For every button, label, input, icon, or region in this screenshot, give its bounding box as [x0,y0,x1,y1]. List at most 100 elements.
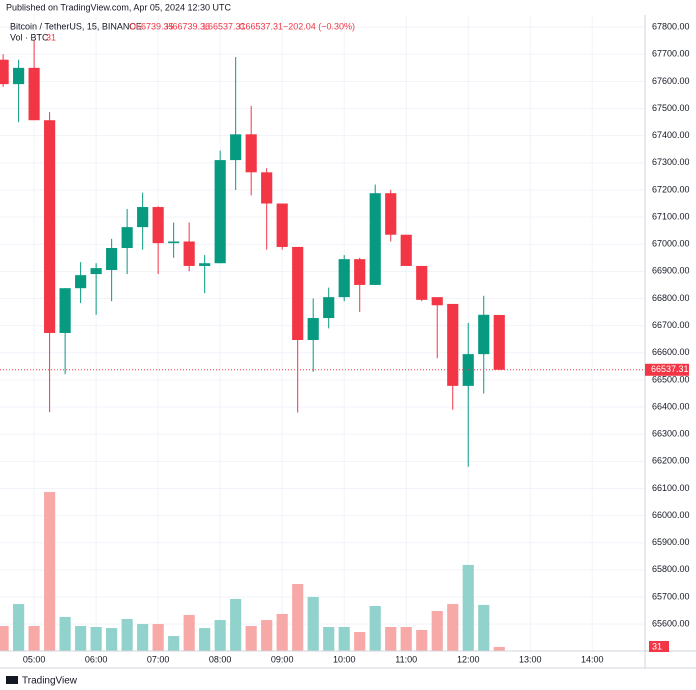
candle-body [338,259,350,298]
candle-body [44,120,56,333]
candle-body [478,314,490,355]
candle-body [245,134,257,173]
candle-body [90,268,102,275]
y-tick-label: 65900.00 [652,537,690,547]
last-price-label: 66537.31 [651,364,689,374]
candles [0,40,505,467]
candle-body [59,288,71,333]
candle-body [307,318,319,341]
y-tick-label: 66200.00 [652,456,690,466]
volume-bar [0,625,9,651]
x-tick-label: 06:00 [85,654,108,664]
y-tick-label: 65700.00 [652,591,690,601]
y-tick-label: 66300.00 [652,429,690,439]
y-tick-label: 65600.00 [652,619,690,629]
volume-bar [230,598,242,651]
candle-body [323,297,335,319]
y-tick-label: 66700.00 [652,320,690,330]
volume-bar [478,604,490,651]
y-tick-label: 66900.00 [652,266,690,276]
volume-bar [168,636,180,651]
volume-bar [44,492,56,651]
x-tick-label: 10:00 [333,654,356,664]
candle-body [447,303,459,386]
y-tick-label: 67400.00 [652,130,690,140]
x-tick-label: 09:00 [271,654,294,664]
volume-bar [493,646,505,651]
published-note: Published on TradingView.com, Apr 05, 20… [6,2,231,12]
last-volume-badge [649,641,669,652]
candle-body [28,67,40,121]
volume-bar [369,605,381,651]
candle-body [168,241,180,244]
candle-body [416,265,428,300]
volume-bar [121,618,133,651]
volume-bar [431,610,443,651]
candle-body [369,193,381,285]
volume-bar [75,625,87,651]
brand: TradingView [22,676,78,687]
candle-body [75,275,87,289]
last-price-badge [645,363,689,376]
y-tick-label: 67200.00 [652,184,690,194]
ohlc-high: H66739.36 [166,21,210,31]
x-tick-label: 07:00 [147,654,170,664]
candle-body [183,241,195,266]
volume-bar [416,629,428,651]
volume [0,492,505,651]
candle-body [214,160,226,264]
legend: Bitcoin / TetherUS, 15, BINANCE O66739.3… [10,21,355,42]
candle-body [354,259,366,285]
x-tick-label: 05:00 [23,654,46,664]
volume-bar [199,628,211,651]
volume-bar [276,613,288,651]
volume-bar [261,620,273,651]
volume-bar [307,596,319,651]
ohlc-open: O66739.35 [129,21,174,31]
candle-body [292,246,304,341]
y-tick-label: 67700.00 [652,49,690,59]
candle-body [152,207,164,244]
candle-body [400,234,412,266]
x-tick-label: 08:00 [209,654,232,664]
ohlc-change: −202.04 (−0.30%) [283,21,355,31]
volume-bar [292,584,304,651]
volume-bar [183,614,195,651]
candle-body [493,314,505,370]
last-volume-label: 31 [652,641,662,651]
y-tick-label: 66600.00 [652,347,690,357]
y-tick-label: 66100.00 [652,483,690,493]
volume-bar [28,625,40,651]
y-tick-label: 67500.00 [652,103,690,113]
volume-bar [245,625,257,651]
volume-bar [354,632,366,651]
volume-value: 31 [46,32,56,42]
candle-body [121,227,133,249]
volume-bar [106,628,118,651]
symbol: Bitcoin / TetherUS, 15, BINANCE [10,21,142,31]
volume-bar [447,604,459,651]
volume-bar [462,564,474,651]
candle-body [106,248,118,271]
volume-bar [59,616,71,651]
volume-label: Vol · BTC [10,32,49,42]
x-tick-label: 14:00 [581,654,604,664]
y-tick-label: 66800.00 [652,293,690,303]
candle-body [13,67,25,85]
grid [0,15,645,651]
x-tick-label: 12:00 [457,654,480,664]
footer: TradingView [6,676,78,687]
volume-bar [137,624,149,651]
volume-bar [323,626,335,651]
candle-body [276,203,288,247]
volume-bar [90,626,102,651]
y-tick-label: 66400.00 [652,401,690,411]
candle-body [137,207,149,228]
volume-bar [214,620,226,651]
y-tick-label: 67100.00 [652,211,690,221]
ohlc-low: L66537.31 [203,21,246,31]
x-tick-label: 11:00 [395,654,417,664]
candle-body [431,297,443,306]
